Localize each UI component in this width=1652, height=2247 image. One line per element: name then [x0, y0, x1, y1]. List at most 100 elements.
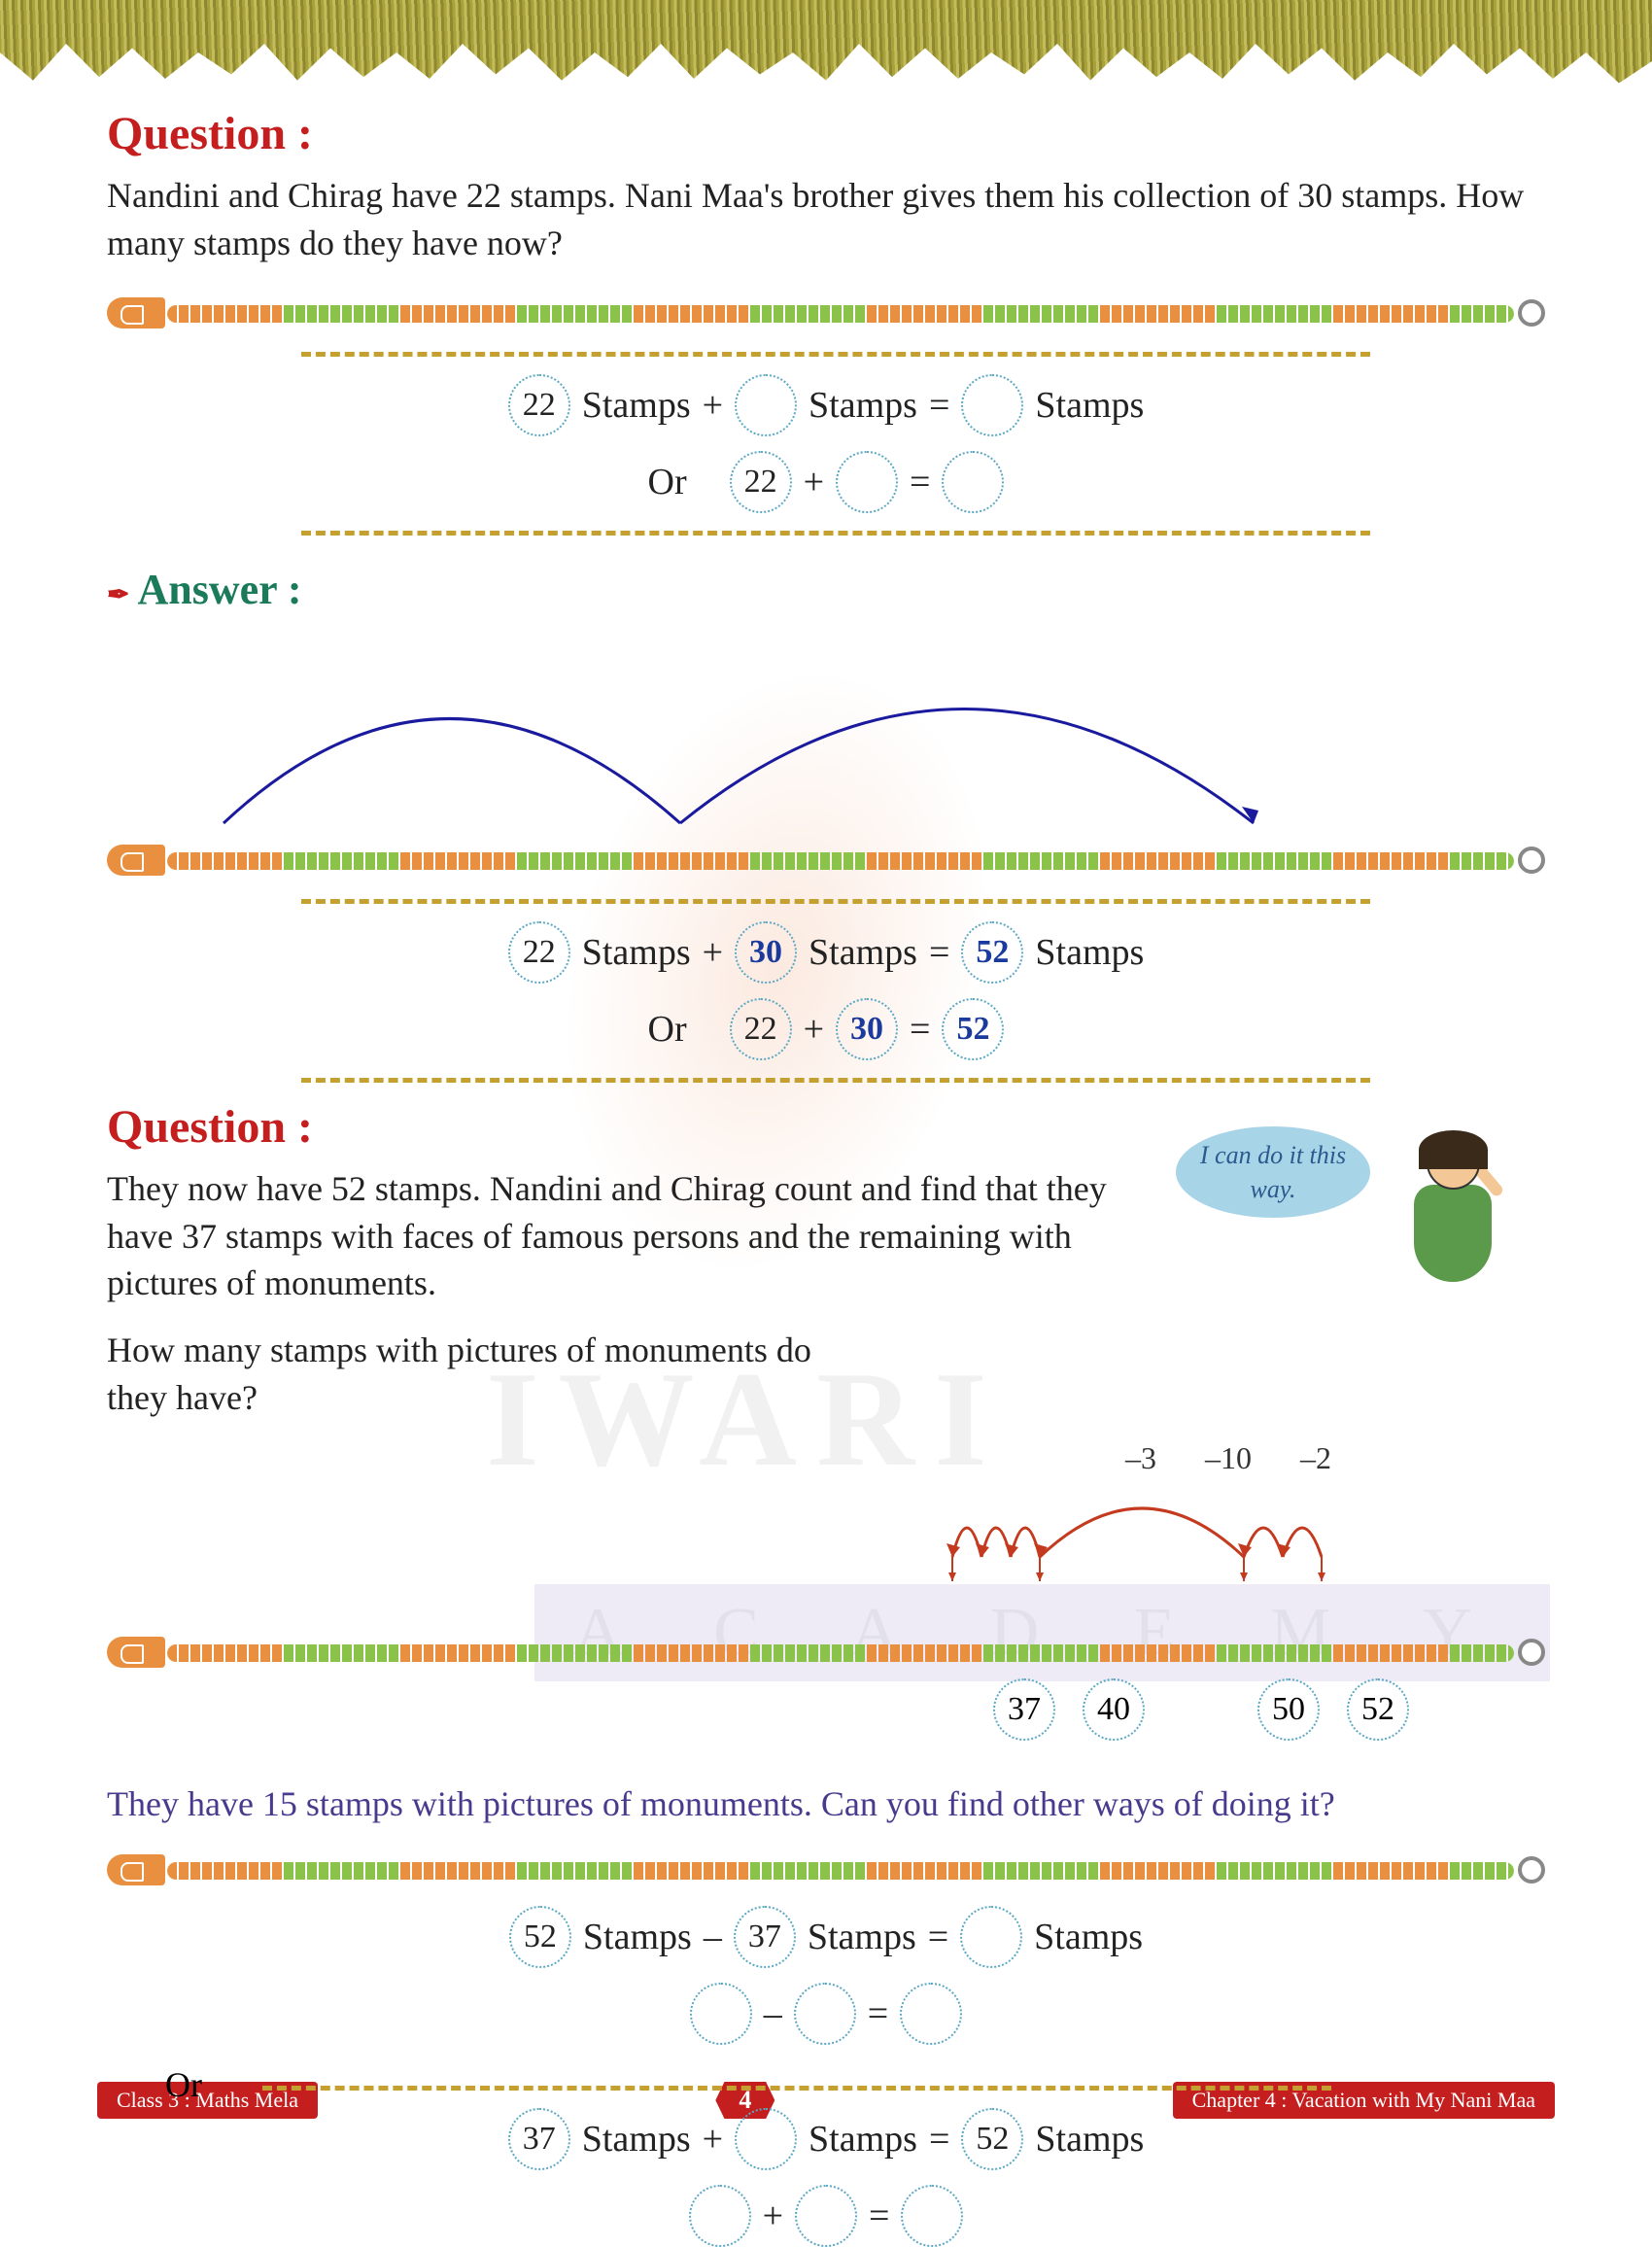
- label: Stamps: [1035, 384, 1144, 427]
- q1-equation-2: Or 22 + =: [107, 451, 1545, 513]
- q1-text: Nandini and Chirag have 22 stamps. Nani …: [107, 172, 1545, 266]
- q2-text-block: They now have 52 stamps. Nandini and Chi…: [107, 1165, 1545, 1421]
- bead-tag-icon: [107, 1854, 165, 1885]
- label: Stamps: [809, 2118, 917, 2161]
- beads: [167, 1644, 1514, 1662]
- op: =: [910, 1008, 930, 1051]
- q1-equation-1: 22 Stamps + Stamps = Stamps: [107, 374, 1545, 436]
- a1-equation-1: 22 Stamps + 30 Stamps = 52 Stamps: [107, 921, 1545, 984]
- dashed-separator: [301, 899, 1370, 904]
- val: 37: [734, 1906, 796, 1968]
- label: Stamps: [808, 1916, 916, 1958]
- q2-equation-2b: + =: [107, 2185, 1545, 2247]
- val: 22: [508, 921, 570, 984]
- label: Stamps: [583, 1916, 692, 1958]
- dashed-separator: [301, 531, 1370, 536]
- q2-equation-2: 37 Stamps + Stamps = 52 Stamps: [107, 2108, 1545, 2170]
- bead-line-q2b: [107, 1852, 1545, 1891]
- label: Stamps: [1035, 2118, 1144, 2161]
- op: –: [704, 1916, 722, 1958]
- jump-num: 50: [1257, 1678, 1320, 1741]
- bead-tag-icon: [107, 297, 165, 328]
- op: =: [868, 1992, 888, 2035]
- q2-equation-1b: – =: [107, 1983, 1545, 2045]
- q2-result-text: They have 15 stamps with pictures of mon…: [107, 1780, 1545, 1828]
- jump-num: 40: [1083, 1678, 1145, 1741]
- blank: [689, 2185, 751, 2247]
- op: =: [910, 461, 930, 503]
- val: 52: [509, 1906, 571, 1968]
- label: Stamps: [809, 384, 917, 427]
- girl-illustration: [1390, 1136, 1516, 1311]
- blank: [836, 451, 898, 513]
- blank: [735, 374, 797, 436]
- op: –: [764, 1992, 782, 2035]
- bead-line-q1: [107, 295, 1545, 334]
- bead-ring-icon: [1518, 299, 1545, 327]
- op: +: [804, 1008, 824, 1051]
- dashed-separator: [301, 1078, 1370, 1083]
- bead-ring-icon: [1518, 1639, 1545, 1666]
- jump-num: 37: [993, 1678, 1055, 1741]
- val: 22: [508, 374, 570, 436]
- op: +: [804, 461, 824, 503]
- dashed-separator: [301, 352, 1370, 357]
- op: =: [929, 2118, 949, 2161]
- op: =: [928, 1916, 948, 1958]
- blank: [960, 1906, 1022, 1968]
- bead-tag-icon: [107, 1637, 165, 1668]
- beads: [167, 852, 1514, 870]
- op: =: [869, 2195, 889, 2237]
- arcs-svg: [107, 634, 1545, 828]
- label: Stamps: [809, 931, 917, 974]
- blank: [690, 1983, 752, 2045]
- bead-tag-icon: [107, 845, 165, 876]
- q2-text1: They now have 52 stamps. Nandini and Chi…: [107, 1165, 1127, 1307]
- label: Stamps: [1034, 1916, 1143, 1958]
- dashed-separator: [262, 2086, 1331, 2091]
- jump-diagram: –3 –10 –2: [107, 1450, 1545, 1615]
- val: 52: [961, 2108, 1023, 2170]
- bead-ring-icon: [1518, 1856, 1545, 1884]
- label: Stamps: [582, 931, 691, 974]
- filled-val: 52: [961, 921, 1023, 984]
- bead-ring-icon: [1518, 847, 1545, 874]
- label: Stamps: [582, 384, 691, 427]
- jump-num: 52: [1347, 1678, 1409, 1741]
- blank: [794, 1983, 856, 2045]
- blank: [735, 2108, 797, 2170]
- op: =: [929, 931, 949, 974]
- jump-arcs-svg: [923, 1469, 1428, 1586]
- val: 37: [508, 2108, 570, 2170]
- op: +: [703, 384, 723, 427]
- a1-equation-2: Or 22 + 30 = 52: [107, 998, 1545, 1060]
- blank: [942, 451, 1004, 513]
- blank: [900, 1983, 962, 2045]
- or-label: Or: [165, 2064, 1545, 2105]
- bead-line-q2: 37 40 50 52: [107, 1635, 1545, 1674]
- blank: [961, 374, 1023, 436]
- or-label: Or: [648, 461, 687, 503]
- label: Stamps: [1035, 931, 1144, 974]
- bead-line-a1: [107, 843, 1545, 882]
- beads: [167, 1862, 1514, 1880]
- speech-bubble: I can do it this way.: [1176, 1126, 1370, 1218]
- op: +: [703, 931, 723, 974]
- blank: [901, 2185, 963, 2247]
- q2-equation-1: 52 Stamps – 37 Stamps = Stamps: [107, 1906, 1545, 1968]
- answer-heading: Answer :: [107, 565, 1545, 614]
- op: =: [929, 384, 949, 427]
- filled-val: 30: [836, 998, 898, 1060]
- q2-text2: How many stamps with pictures of monumen…: [107, 1327, 836, 1421]
- grass-top-border: [0, 0, 1652, 87]
- val: 22: [730, 451, 792, 513]
- val: 22: [730, 998, 792, 1060]
- arc-diagram: [107, 634, 1545, 828]
- beads: [167, 305, 1514, 323]
- op: +: [763, 2195, 783, 2237]
- blank: [795, 2185, 857, 2247]
- filled-val: 30: [735, 921, 797, 984]
- filled-val: 52: [942, 998, 1004, 1060]
- label: Stamps: [582, 2118, 691, 2161]
- q1-heading: Question :: [107, 107, 1545, 160]
